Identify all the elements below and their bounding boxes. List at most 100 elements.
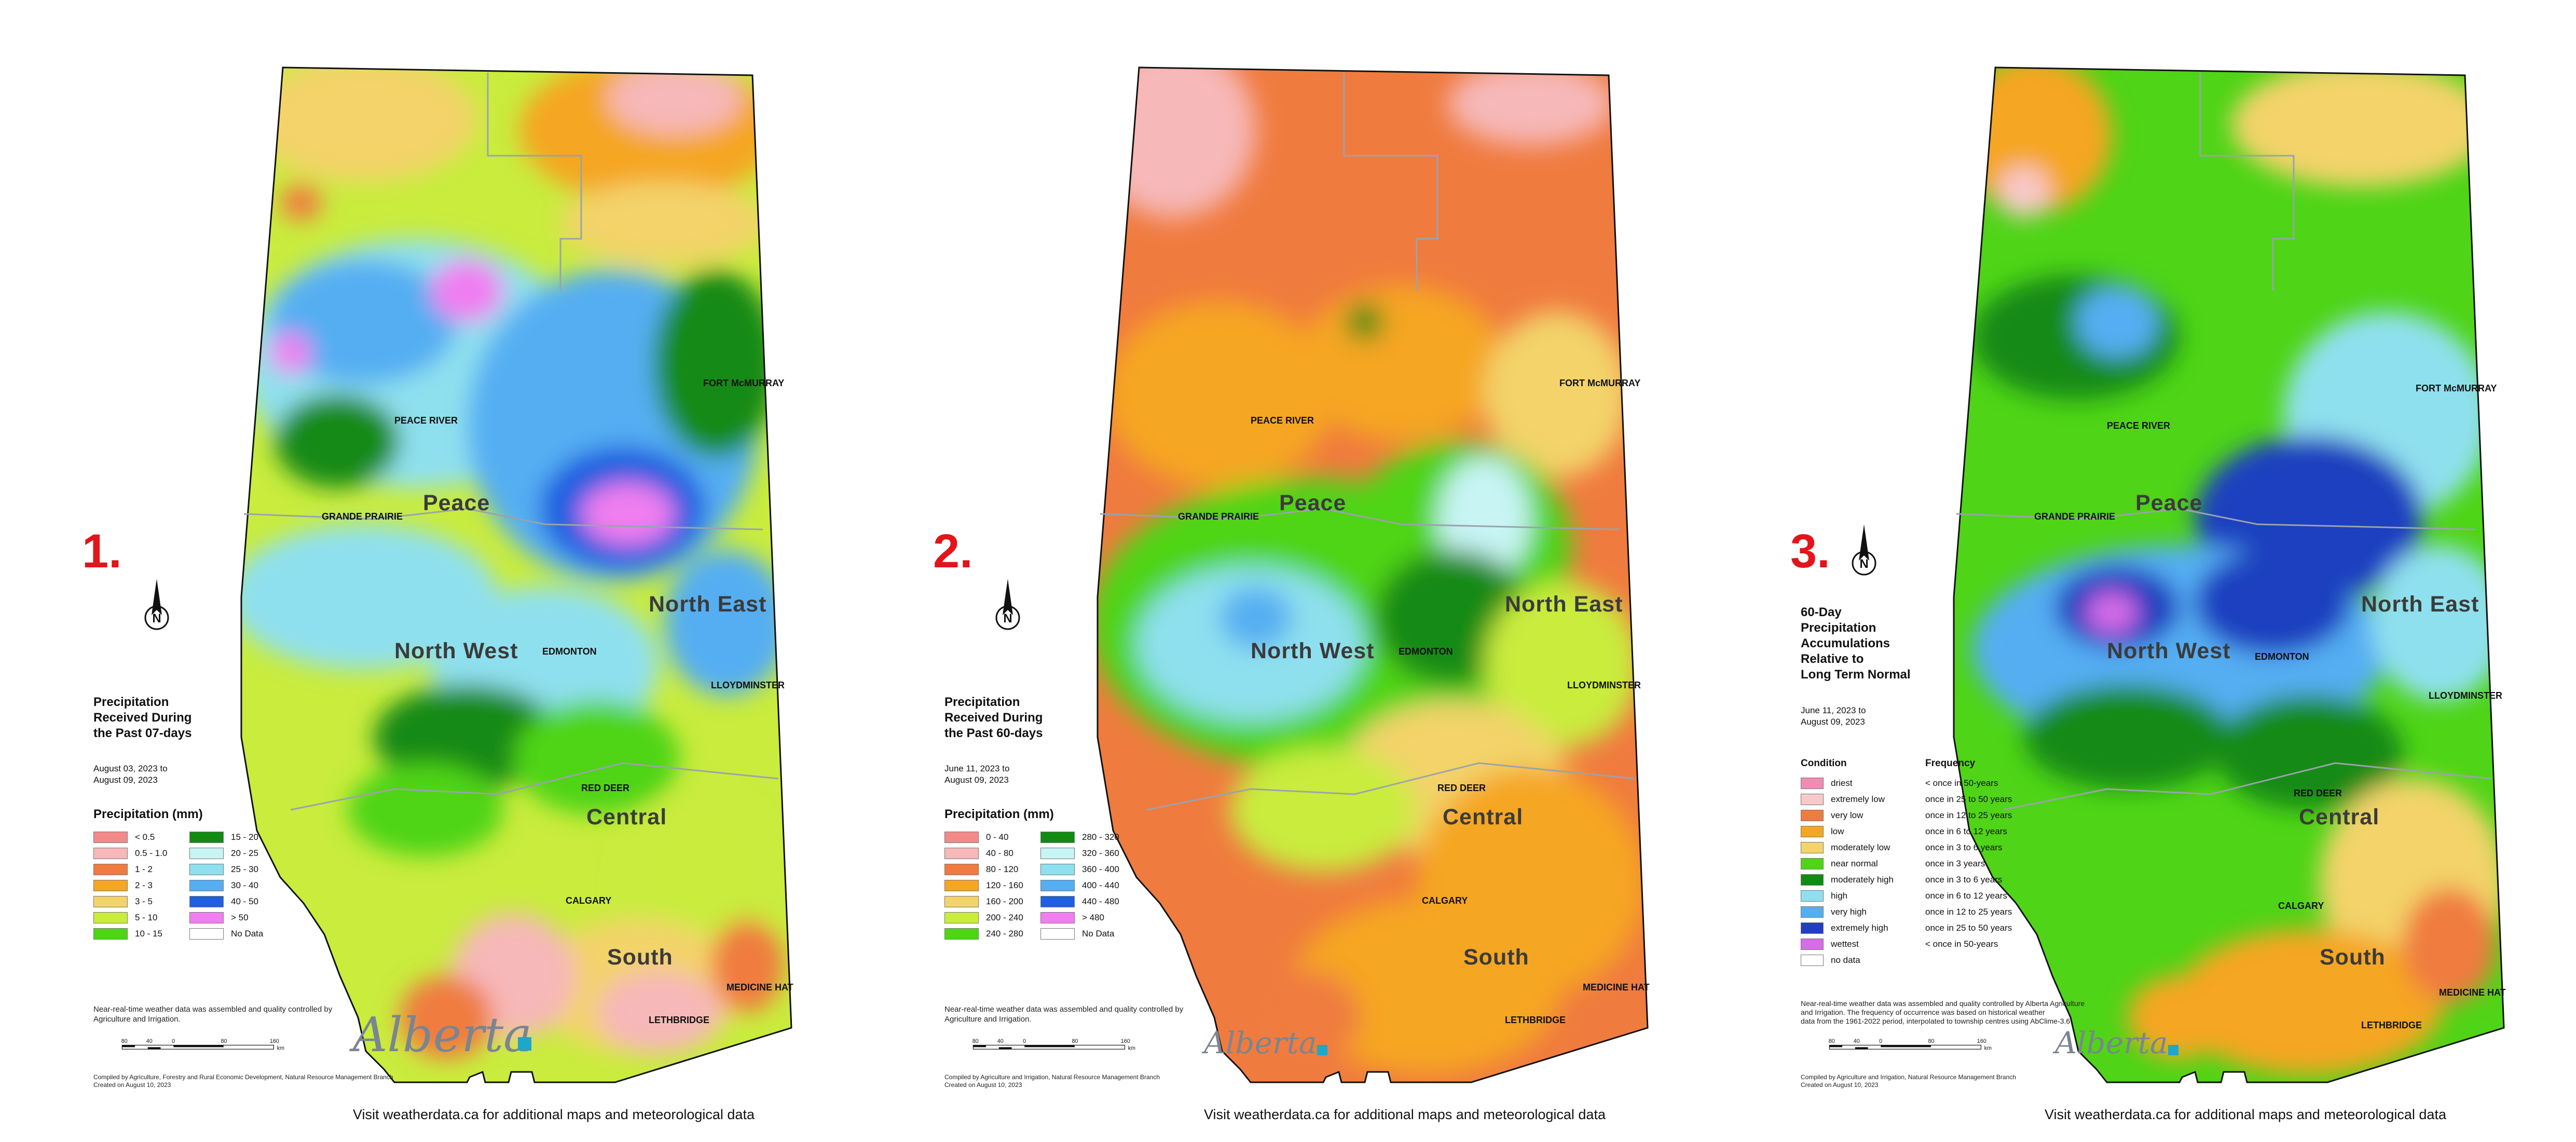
legend-title: Precipitation (mm) xyxy=(93,807,203,821)
legend-item: 5 - 10 xyxy=(93,911,157,925)
legend-label: 3 - 5 xyxy=(135,896,153,906)
map-panel-1: Peace North West North East Central Sout… xyxy=(0,0,856,1142)
legend-item: 360 - 400 xyxy=(1040,863,1119,876)
legend-label: > 480 xyxy=(1082,913,1105,922)
legend-condition: very high xyxy=(1831,907,1867,917)
legend-item: 3 - 5 xyxy=(93,895,153,908)
legend-item: 400 - 440 xyxy=(1040,879,1119,892)
region-label: Central xyxy=(2299,805,2380,830)
city-label: CALGARY xyxy=(1422,895,1468,906)
city-label: FORT McMURRAY xyxy=(2416,383,2497,393)
city-label: GRANDE PRAIRIE xyxy=(322,511,403,522)
legend-swatch xyxy=(1801,890,1824,902)
scale-bar: 80 40 0 80 160 km xyxy=(121,1038,284,1052)
region-label: South xyxy=(1463,945,1529,970)
legend-swatch xyxy=(189,864,224,875)
legend-swatch xyxy=(189,912,224,923)
legend-condition: no data xyxy=(1831,955,1860,965)
legend-frequency: once in 25 to 50 years xyxy=(1925,794,2012,804)
legend-item: near normal once in 3 years xyxy=(1801,857,2039,871)
legend-item: 280 - 320 xyxy=(1040,831,1119,844)
legend-item: 320 - 360 xyxy=(1040,847,1119,860)
scale-unit: km xyxy=(277,1045,284,1052)
legend-label: 15 - 20 xyxy=(231,832,258,842)
city-label: LLOYDMINSTER xyxy=(711,680,785,690)
legend-swatch xyxy=(944,912,979,923)
region-label: North West xyxy=(2107,638,2231,663)
city-label: EDMONTON xyxy=(1399,646,1453,657)
legend-item: extremely low once in 25 to 50 years xyxy=(1801,793,2039,806)
region-label: South xyxy=(2320,945,2386,970)
legend-item: extremely high once in 25 to 50 years xyxy=(1801,921,2039,935)
legend-swatch xyxy=(1040,864,1075,875)
city-label: GRANDE PRAIRIE xyxy=(2034,511,2116,522)
data-note: Near-real-time weather data was assemble… xyxy=(944,1005,1184,1024)
credit-text: Compiled by Agriculture, Forestry and Ru… xyxy=(93,1073,393,1089)
legend-item: 30 - 40 xyxy=(189,879,258,892)
scale-label: 40 xyxy=(1854,1038,1860,1044)
legend-swatch xyxy=(93,880,128,891)
legend-frequency: once in 12 to 25 years xyxy=(1925,907,2012,917)
legend-item: 10 - 15 xyxy=(93,927,162,941)
legend-item: no data xyxy=(1801,954,2039,967)
legend-frequency: < once in 50-years xyxy=(1925,778,1998,788)
precipitation-relative-normal-map xyxy=(1953,66,2505,1083)
legend-label: 30 - 40 xyxy=(231,880,258,890)
legend-frequency: once in 3 to 6 years xyxy=(1925,842,2003,852)
scale-bar: 80 40 0 80 160 km xyxy=(972,1038,1135,1052)
region-label: Central xyxy=(1443,805,1524,830)
date-range: August 03, 2023 to August 09, 2023 xyxy=(93,764,168,785)
legend-swatch xyxy=(1801,778,1824,789)
legend-frequency: once in 12 to 25 years xyxy=(1925,810,2012,820)
map-panel-2: Peace North West North East Central Sout… xyxy=(856,0,1712,1142)
legend-label: 25 - 30 xyxy=(231,864,258,874)
city-label: FORT McMURRAY xyxy=(1559,378,1641,388)
legend-frequency: once in 6 to 12 years xyxy=(1925,891,2007,901)
alberta-logo: Alberta xyxy=(2055,1025,2190,1067)
legend-swatch xyxy=(1040,928,1075,940)
city-label: LETHBRIDGE xyxy=(1505,1015,1566,1025)
legend-condition: moderately high xyxy=(1831,875,1894,885)
legend-swatch xyxy=(1801,922,1824,934)
map-panel-3: Peace North West North East Central Sout… xyxy=(1712,0,2569,1142)
legend-frequency: once in 3 years xyxy=(1925,859,1985,868)
legend-condition: high xyxy=(1831,891,1848,901)
city-label: LETHBRIDGE xyxy=(2361,1020,2422,1030)
legend-item: 120 - 160 xyxy=(944,879,1023,892)
map-title: Precipitation Received During the Past 0… xyxy=(93,695,192,740)
legend-item: > 480 xyxy=(1040,911,1104,925)
legend-item: 160 - 200 xyxy=(944,895,1023,908)
legend-swatch xyxy=(1801,842,1824,853)
legend-condition: low xyxy=(1831,826,1844,836)
legend-label: < 0.5 xyxy=(135,832,155,842)
legend-swatch xyxy=(93,848,128,859)
legend-label: 200 - 240 xyxy=(986,913,1023,922)
logo-text: Alberta xyxy=(2055,1025,2168,1061)
city-label: MEDICINE HAT xyxy=(727,982,793,993)
legend-swatch xyxy=(189,880,224,891)
legend-swatch xyxy=(1040,832,1075,843)
legend-label: 320 - 360 xyxy=(1082,848,1119,858)
alberta-logo: Alberta xyxy=(353,1007,532,1064)
legend-label: 240 - 280 xyxy=(986,929,1023,939)
scale-label: 40 xyxy=(997,1038,1004,1044)
legend-swatch xyxy=(93,864,128,875)
city-label: RED DEER xyxy=(2294,788,2342,798)
legend-swatch xyxy=(93,928,128,940)
legend-swatch xyxy=(189,896,224,907)
scale-label: 40 xyxy=(146,1038,153,1044)
legend-swatch xyxy=(944,848,979,859)
legend-frequency: < once in 50-years xyxy=(1925,939,1998,949)
region-label: North West xyxy=(1251,638,1375,663)
region-label: North West xyxy=(394,638,518,663)
scale-label: 80 xyxy=(972,1038,979,1044)
city-label: EDMONTON xyxy=(2255,651,2309,662)
legend-item: 440 - 480 xyxy=(1040,895,1119,908)
region-label: Peace xyxy=(423,491,490,515)
city-label: LLOYDMINSTER xyxy=(1567,680,1641,690)
legend-swatch xyxy=(944,880,979,891)
legend-swatch xyxy=(93,832,128,843)
legend-item: < 0.5 xyxy=(93,831,155,844)
legend-frequency: once in 6 to 12 years xyxy=(1925,826,2007,836)
legend-item: 2 - 3 xyxy=(93,879,153,892)
